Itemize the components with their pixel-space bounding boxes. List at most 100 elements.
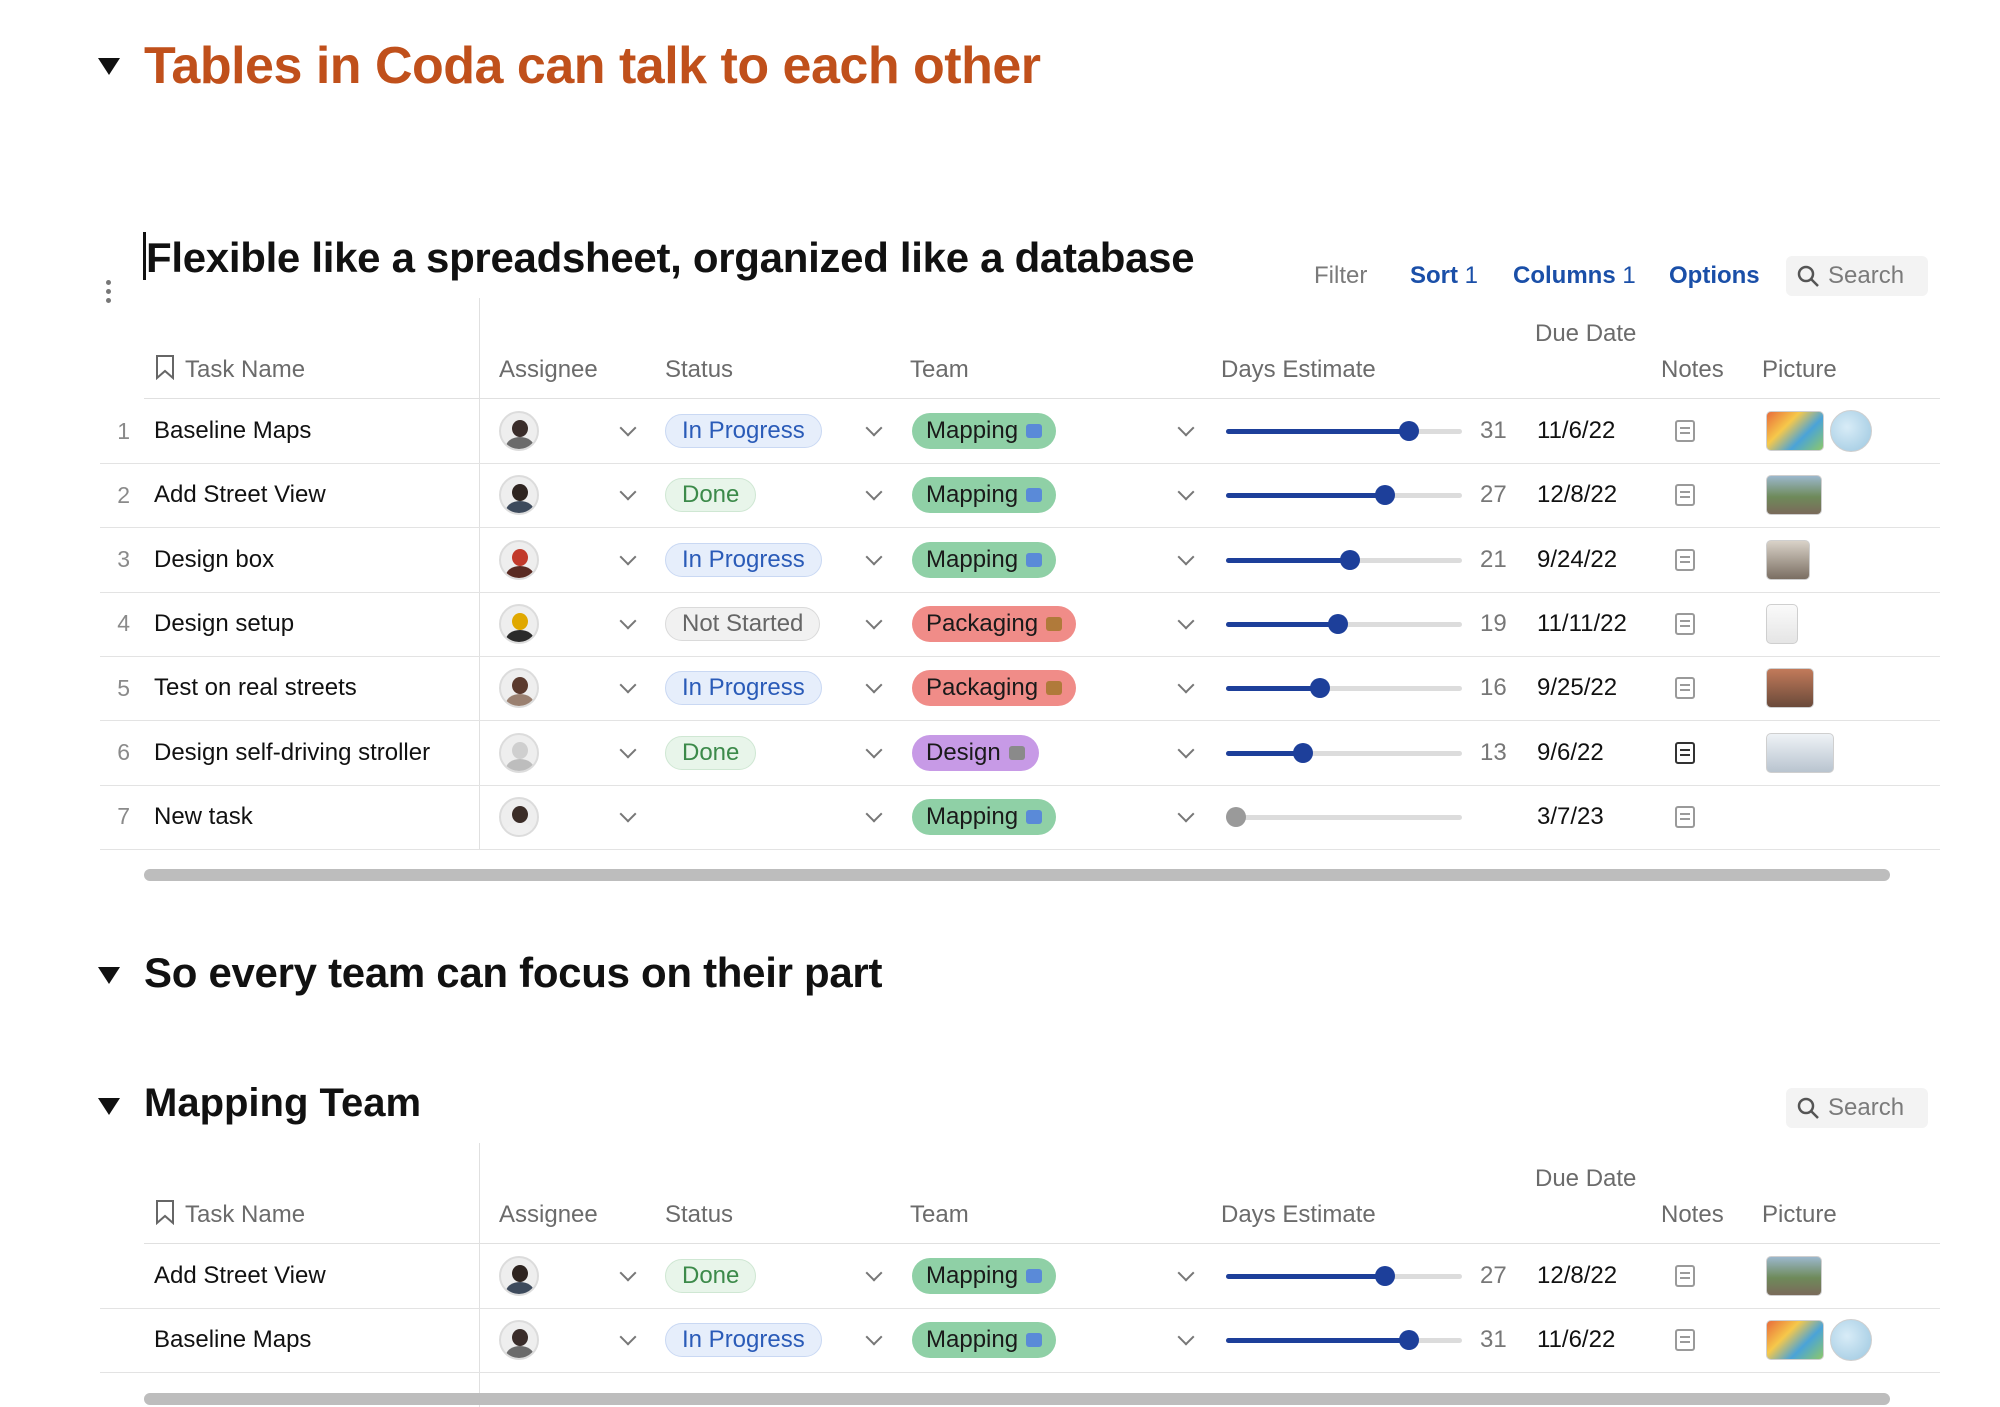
- task-name-cell[interactable]: New task: [154, 802, 253, 830]
- task-name-cell[interactable]: Add Street View: [154, 1262, 326, 1289]
- columns-button[interactable]: Columns 1: [1513, 262, 1636, 290]
- picture-cell[interactable]: [1766, 399, 1878, 463]
- notes-cell[interactable]: [1675, 1244, 1695, 1308]
- team-cell[interactable]: Mapping: [912, 463, 1057, 527]
- notes-icon[interactable]: [1675, 612, 1695, 635]
- column-header-picture[interactable]: Picture: [1762, 356, 1837, 383]
- column-header-days-estimate[interactable]: Days Estimate: [1221, 356, 1376, 383]
- team-cell[interactable]: Packaging: [912, 592, 1077, 656]
- avatar[interactable]: [499, 796, 539, 837]
- avatar[interactable]: [499, 668, 539, 709]
- column-header-assignee[interactable]: Assignee: [499, 1201, 598, 1228]
- column-header-due-date[interactable]: Due Date: [1535, 1165, 1637, 1192]
- table-row[interactable]: 1 Baseline Maps In Progress Mapping 31 11/6/2…: [100, 399, 1940, 464]
- column-header-notes[interactable]: Notes: [1661, 1201, 1724, 1228]
- notes-icon[interactable]: [1675, 1265, 1695, 1287]
- team-badge[interactable]: Mapping: [912, 1258, 1057, 1294]
- notes-icon[interactable]: [1675, 548, 1695, 571]
- status-badge[interactable]: Not Started: [665, 606, 821, 641]
- team-badge[interactable]: Mapping: [912, 541, 1057, 578]
- column-header-due-date[interactable]: Due Date: [1535, 320, 1637, 347]
- status-badge[interactable]: Done: [665, 735, 757, 770]
- status-badge[interactable]: In Progress: [665, 671, 822, 706]
- notes-cell[interactable]: [1675, 721, 1695, 785]
- notes-cell[interactable]: [1675, 785, 1695, 849]
- table-row[interactable]: 6 Design self-driving stroller Done Design 1…: [100, 721, 1940, 786]
- assignee-dropdown[interactable]: [619, 399, 637, 463]
- map-thumbnail[interactable]: [1766, 411, 1824, 451]
- team-dropdown[interactable]: [1177, 721, 1195, 785]
- assignee-dropdown[interactable]: [619, 528, 637, 592]
- status-cell[interactable]: In Progress: [665, 399, 822, 463]
- team-dropdown[interactable]: [1177, 399, 1195, 463]
- due-date-cell[interactable]: 11/11/22: [1537, 609, 1627, 637]
- table-row[interactable]: 3 Design box In Progress Mapping 21 9/24/22: [100, 528, 1940, 593]
- team-cell[interactable]: Packaging: [912, 656, 1077, 720]
- slider-knob[interactable]: [1375, 485, 1396, 506]
- notes-icon[interactable]: [1675, 741, 1695, 764]
- slider-knob[interactable]: [1328, 613, 1349, 634]
- team-dropdown[interactable]: [1177, 528, 1195, 592]
- task-name-cell[interactable]: Baseline Maps: [154, 1326, 312, 1354]
- team-dropdown[interactable]: [1177, 1308, 1195, 1372]
- due-date-cell[interactable]: 3/7/23: [1537, 802, 1604, 830]
- due-date-cell[interactable]: 12/8/22: [1537, 481, 1618, 509]
- status-badge[interactable]: In Progress: [665, 542, 822, 577]
- task-name-cell[interactable]: Test on real streets: [154, 674, 357, 702]
- column-header-days-estimate[interactable]: Days Estimate: [1221, 1201, 1376, 1228]
- status-dropdown[interactable]: [865, 721, 883, 785]
- team-badge[interactable]: Mapping: [912, 798, 1057, 835]
- avatar[interactable]: [499, 603, 539, 644]
- days-estimate-slider[interactable]: [1226, 421, 1462, 441]
- days-estimate-slider[interactable]: [1226, 485, 1462, 506]
- assignee-dropdown[interactable]: [619, 785, 637, 849]
- days-estimate-slider[interactable]: [1226, 1330, 1462, 1351]
- notes-cell[interactable]: [1675, 592, 1695, 656]
- table-row[interactable]: 4 Design setup Not Started Packaging 19 11/11…: [100, 592, 1940, 657]
- status-cell[interactable]: In Progress: [665, 528, 822, 592]
- picture-cell[interactable]: [1766, 721, 1840, 785]
- column-header-notes[interactable]: Notes: [1661, 356, 1724, 383]
- task-name-cell[interactable]: Add Street View: [154, 481, 326, 509]
- team-dropdown[interactable]: [1177, 785, 1195, 849]
- days-estimate-slider[interactable]: [1226, 806, 1462, 827]
- notes-icon[interactable]: [1675, 1329, 1695, 1352]
- slider-knob[interactable]: [1226, 806, 1246, 827]
- task-name-cell[interactable]: Design box: [154, 545, 275, 573]
- team-dropdown[interactable]: [1177, 656, 1195, 720]
- slider-knob[interactable]: [1398, 1330, 1419, 1351]
- team-badge[interactable]: Mapping: [912, 413, 1057, 449]
- notes-icon[interactable]: [1675, 420, 1695, 442]
- team-cell[interactable]: Mapping: [912, 1308, 1057, 1372]
- drag-handle-icon[interactable]: [106, 280, 111, 307]
- column-header-team[interactable]: Team: [910, 356, 969, 383]
- due-date-cell[interactable]: 12/8/22: [1537, 1262, 1618, 1289]
- assignee-dropdown[interactable]: [619, 721, 637, 785]
- status-dropdown[interactable]: [865, 528, 883, 592]
- slider-knob[interactable]: [1375, 1266, 1396, 1286]
- due-date-cell[interactable]: 9/24/22: [1537, 545, 1618, 573]
- column-header-team[interactable]: Team: [910, 1201, 969, 1228]
- assignee-dropdown[interactable]: [619, 1244, 637, 1308]
- status-cell[interactable]: Not Started: [665, 592, 821, 656]
- notes-cell[interactable]: [1675, 463, 1695, 527]
- picture-cell[interactable]: [1766, 1244, 1828, 1308]
- picture-cell[interactable]: [1766, 592, 1804, 656]
- team-cell[interactable]: Mapping: [912, 528, 1057, 592]
- status-cell[interactable]: In Progress: [665, 656, 822, 720]
- avatar[interactable]: [499, 539, 539, 580]
- avatar[interactable]: [499, 1320, 539, 1361]
- street-thumbnail[interactable]: [1766, 1256, 1822, 1296]
- task-name-cell[interactable]: Design setup: [154, 609, 295, 637]
- slider-knob[interactable]: [1339, 549, 1360, 570]
- options-button[interactable]: Options: [1669, 262, 1760, 289]
- status-cell[interactable]: In Progress: [665, 1308, 822, 1372]
- assignee-dropdown[interactable]: [619, 1308, 637, 1372]
- days-estimate-slider[interactable]: [1226, 549, 1462, 570]
- status-badge[interactable]: Done: [665, 1259, 757, 1293]
- days-estimate-slider[interactable]: [1226, 1266, 1462, 1286]
- table-row[interactable]: 2 Add Street View Done Mapping 27 12/8/22: [100, 463, 1940, 529]
- sort-button[interactable]: Sort 1: [1410, 262, 1478, 290]
- column-header-task-name[interactable]: Task Name: [185, 356, 306, 383]
- table-row[interactable]: Baseline Maps In Progress Mapping 31 11/6/22: [100, 1308, 1940, 1374]
